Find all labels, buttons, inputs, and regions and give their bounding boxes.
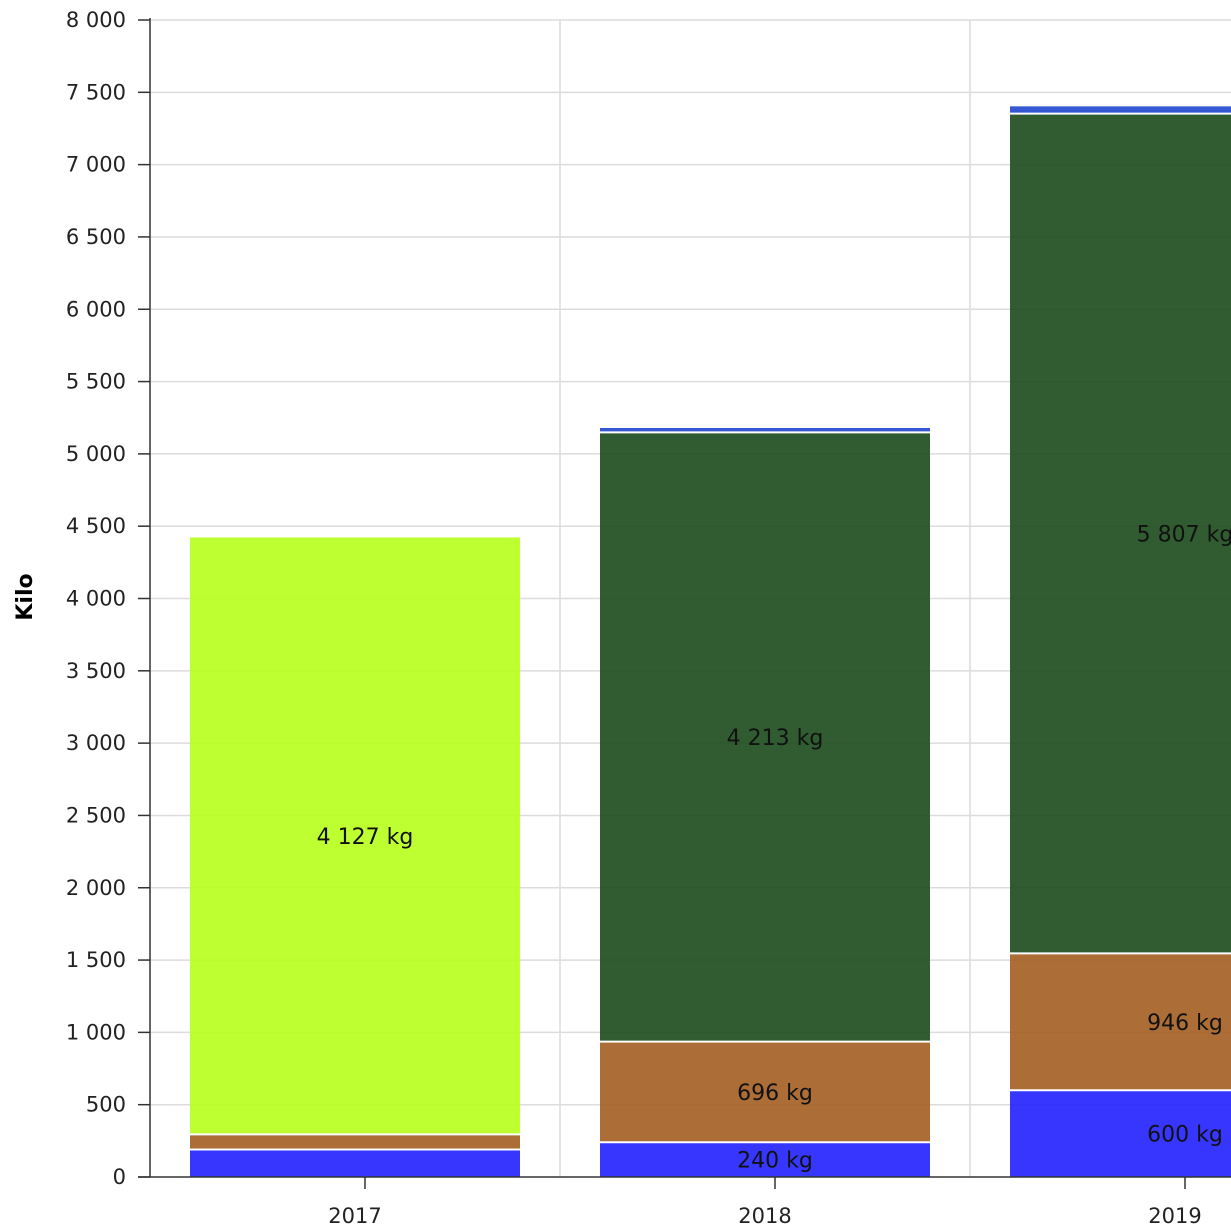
bar-segment <box>1010 1090 1231 1177</box>
data-label: 4 127 kg <box>317 825 414 850</box>
bar-segment <box>190 1134 520 1150</box>
y-tick-label: 8 000 <box>66 8 126 32</box>
bar-segment <box>600 1142 930 1177</box>
y-tick-label: 500 <box>86 1093 126 1117</box>
y-tick-label: 3 500 <box>66 659 126 683</box>
y-tick-label: 7 500 <box>66 80 126 104</box>
data-label: 4 213 kg <box>727 726 824 751</box>
bar-segment <box>600 432 930 1042</box>
data-label: 696 kg <box>737 1081 813 1106</box>
y-tick-label: 2 000 <box>66 876 126 900</box>
y-tick-label: 6 500 <box>66 225 126 249</box>
bar-segment <box>1010 106 1231 114</box>
x-tick-label: 2019 <box>1148 1204 1201 1228</box>
x-tick-label: 2018 <box>738 1204 791 1228</box>
y-axis-title: Kilo <box>13 573 38 620</box>
bar-segment <box>600 427 930 433</box>
y-tick-label: 0 <box>113 1165 126 1189</box>
y-tick-label: 3 000 <box>66 731 126 755</box>
y-tick-label: 1 000 <box>66 1020 126 1044</box>
bars <box>190 106 1231 1177</box>
data-labels: 4 127 kg 240 kg 696 kg 4 213 kg 600 kg 946 kg… <box>317 522 1231 1173</box>
bar-segment <box>190 1149 520 1177</box>
data-label: 5 807 kg <box>1137 522 1231 547</box>
bar-segment <box>190 537 520 1135</box>
data-label: 946 kg <box>1147 1011 1223 1036</box>
y-tick-label: 5 000 <box>66 442 126 466</box>
axes: 0 500 1 000 1 500 2 000 2 500 3 000 3 500 4 000 4… <box>66 8 1231 1228</box>
data-label: 240 kg <box>737 1149 813 1174</box>
y-tick-label: 7 000 <box>66 153 126 177</box>
data-label: 600 kg <box>1147 1123 1223 1148</box>
y-tick-label: 5 500 <box>66 370 126 394</box>
y-tick-label: 4 000 <box>66 587 126 611</box>
bar-segment <box>1010 113 1231 954</box>
x-tick-label: 2017 <box>328 1204 381 1228</box>
y-tick-label: 6 000 <box>66 297 126 321</box>
y-tick-label: 1 500 <box>66 948 126 972</box>
bar-segment <box>600 1041 930 1143</box>
bar-segment <box>1010 953 1231 1091</box>
y-tick-label: 2 500 <box>66 803 126 827</box>
y-tick-label: 4 500 <box>66 514 126 538</box>
